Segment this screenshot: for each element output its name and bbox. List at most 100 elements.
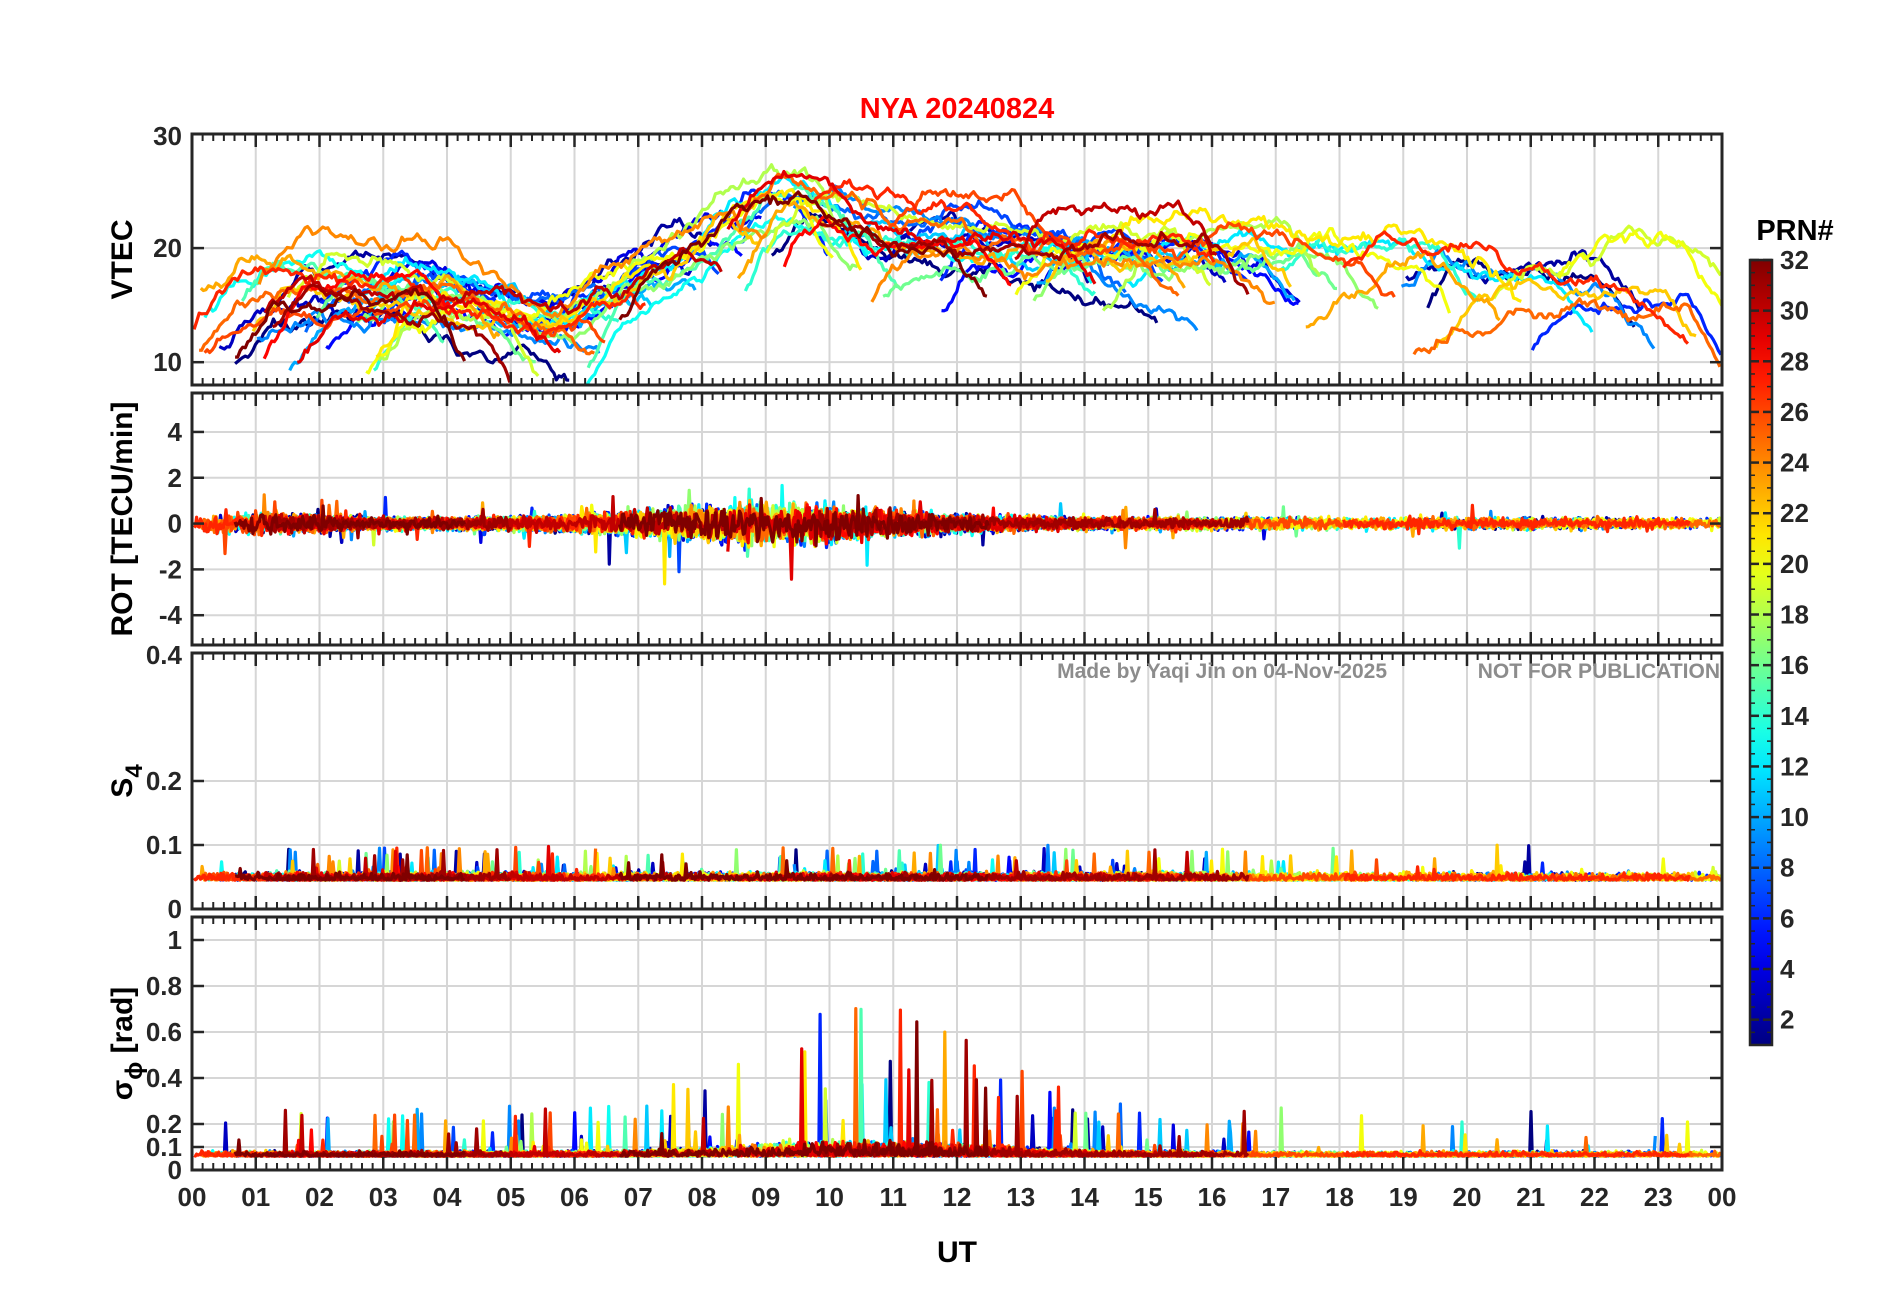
y-tick-label: 20 — [153, 233, 182, 263]
panel-1: 10 20 30 VTEC — [106, 121, 1724, 387]
series-prn-32 — [618, 853, 989, 882]
series-prn-32 — [234, 853, 465, 882]
colorbar-tick-label: 26 — [1780, 397, 1809, 427]
panel-3: 0 0.1 0.2 0.4 S4 — [106, 640, 1724, 924]
y-tick-label: 0.2 — [146, 766, 182, 796]
y-tick-label: 0 — [168, 1155, 182, 1185]
x-tick-label: 16 — [1198, 1182, 1227, 1212]
y-tick-label: 0.6 — [146, 1017, 182, 1047]
series-prn-32 — [233, 1138, 467, 1158]
y-tick-label: 1 — [168, 925, 182, 955]
y-axis-label-subscript: 4 — [121, 764, 148, 778]
series-prn-6 — [1530, 292, 1722, 356]
x-tick-label: 23 — [1644, 1182, 1673, 1212]
x-tick-label: 11 — [880, 1182, 908, 1212]
series-prn-29 — [726, 169, 1097, 285]
colorbar-frame — [1748, 258, 1774, 1047]
series-group — [192, 483, 1722, 586]
series-prn-19 — [1492, 224, 1722, 300]
colorbar-gradient — [1750, 260, 1772, 1045]
series-prn-27 — [1342, 1149, 1691, 1158]
colorbar-tick-label: 2 — [1780, 1005, 1794, 1035]
y-tick-label: 0.4 — [146, 640, 183, 670]
x-tick-label: 01 — [241, 1182, 270, 1212]
colorbar-title: PRN# — [1756, 215, 1833, 247]
series-prn-24 — [257, 209, 768, 319]
y-axis-label: ROT [TECU/min] — [106, 402, 139, 637]
x-tick-label: 17 — [1261, 1182, 1290, 1212]
x-tick-label: 20 — [1453, 1182, 1482, 1212]
series-prn-29 — [296, 297, 562, 364]
series-prn-19 — [286, 251, 540, 377]
series-prn-6 — [319, 188, 830, 327]
y-tick-label: 10 — [153, 347, 182, 377]
y-tick-label: 0.2 — [146, 1109, 182, 1139]
series-group — [193, 1006, 1722, 1158]
panel-2: -4 -2 0 2 4 ROT [TECU/min] — [106, 391, 1724, 647]
series-prn-20 — [1557, 230, 1722, 307]
x-tick-label: 08 — [688, 1182, 717, 1212]
panel-4: 00.10.2 0.4 0.6 0.8 1 σϕ [rad] — [106, 915, 1724, 1185]
colorbar-tick-label: 14 — [1780, 701, 1809, 731]
colorbar-tick-label: 22 — [1780, 498, 1809, 528]
series-prn-27 — [192, 265, 646, 340]
series-prn-25 — [1412, 297, 1722, 368]
series-prn-31 — [819, 1038, 1250, 1158]
series-prn-23 — [199, 253, 501, 340]
x-tick-label: 13 — [1006, 1182, 1035, 1212]
x-tick-label: 10 — [815, 1182, 844, 1212]
y-tick-label: 0.4 — [146, 1063, 183, 1093]
colorbar-tick-label: 24 — [1780, 448, 1809, 478]
series-prn-27 — [1343, 865, 1691, 882]
series-prn-32 — [618, 494, 990, 548]
x-axis-label: UT — [937, 1236, 977, 1269]
y-tick-label: -4 — [159, 600, 183, 630]
x-tick-label: 14 — [1070, 1182, 1099, 1212]
colorbar-tick-label: 20 — [1780, 549, 1809, 579]
series-prn-22 — [1434, 277, 1697, 349]
series-prn-32 — [233, 504, 467, 536]
y-axis-label-subscript: ϕ — [121, 1062, 148, 1080]
y-tick-label: 30 — [153, 121, 182, 151]
series-prn-31 — [818, 507, 1250, 540]
y-tick-label: -2 — [159, 554, 182, 584]
series-prn-1 — [1426, 1109, 1635, 1158]
x-tick-label: 22 — [1580, 1182, 1609, 1212]
series-prn-14 — [1280, 235, 1480, 303]
series-group — [192, 163, 1722, 385]
series-prn-31 — [818, 221, 1250, 296]
series-prn-20 — [365, 193, 834, 375]
series-prn-13 — [203, 249, 442, 319]
series-prn-32 — [618, 190, 988, 321]
x-tick-label: 12 — [943, 1182, 972, 1212]
series-prn-27 — [1342, 503, 1691, 536]
colorbar-tick-label: 12 — [1780, 751, 1809, 781]
x-tick-label: 05 — [496, 1182, 525, 1212]
colorbar-tick-label: 18 — [1780, 600, 1809, 630]
x-tick-label: 02 — [305, 1182, 334, 1212]
y-tick-label: 4 — [168, 417, 183, 447]
colorbar-tick-label: 28 — [1780, 346, 1809, 376]
series-prn-30 — [263, 246, 723, 315]
y-tick-label: 0.1 — [146, 1132, 182, 1162]
series-prn-25 — [738, 172, 1180, 297]
figure-title: NYA 20240824 — [860, 93, 1055, 125]
y-axis-label: σϕ [rad] — [106, 987, 148, 1101]
series-group — [192, 843, 1722, 882]
x-tick-label: 21 — [1516, 1182, 1545, 1212]
x-tick-label: 09 — [751, 1182, 780, 1212]
colorbar-tick-label: 30 — [1780, 296, 1809, 326]
x-tick-label: 18 — [1325, 1182, 1354, 1212]
colorbar-tick-label: 16 — [1780, 650, 1809, 680]
colorbar-tick-label: 32 — [1780, 245, 1809, 275]
colorbar-tick-label: 6 — [1780, 903, 1794, 933]
y-tick-label: 0 — [168, 894, 182, 924]
y-tick-label: 0.8 — [146, 971, 182, 1001]
x-tick-label: 00 — [178, 1182, 207, 1212]
x-tick-label: 15 — [1134, 1182, 1163, 1212]
x-tick-label: 03 — [369, 1182, 398, 1212]
x-tick-label: 04 — [433, 1182, 462, 1212]
y-axis-label: VTEC — [106, 219, 139, 299]
